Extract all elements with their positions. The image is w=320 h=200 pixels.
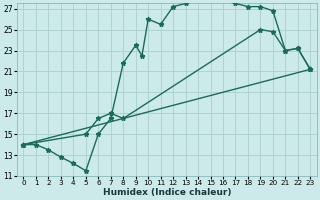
X-axis label: Humidex (Indice chaleur): Humidex (Indice chaleur) (103, 188, 231, 197)
